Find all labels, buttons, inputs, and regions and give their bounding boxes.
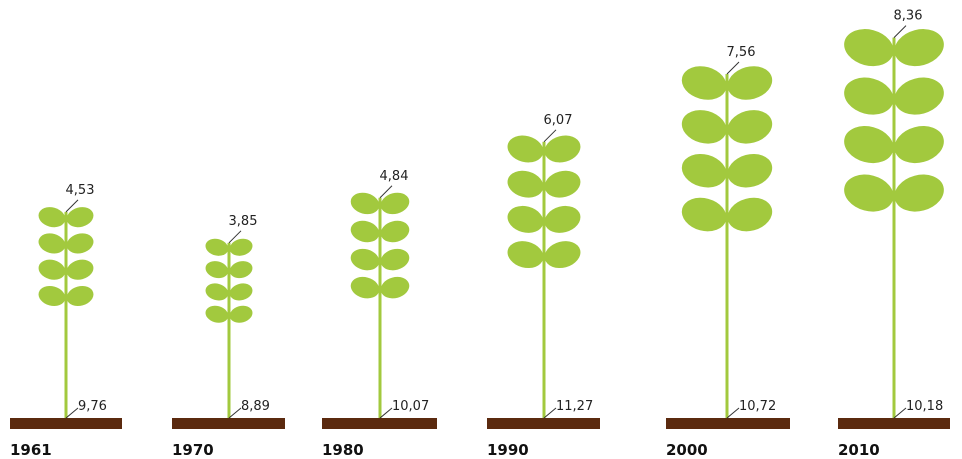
leaf	[66, 207, 94, 228]
leaf	[507, 241, 544, 269]
leaf	[229, 305, 253, 323]
leader-line	[65, 407, 79, 419]
value-label: 4,84	[380, 169, 409, 184]
leaf	[66, 233, 94, 254]
leaf	[681, 153, 727, 188]
leaf	[844, 126, 894, 164]
year-label: 1980	[322, 441, 364, 459]
leaf	[66, 285, 94, 307]
leaf	[727, 66, 773, 100]
stem	[542, 141, 546, 418]
leader-line	[228, 230, 242, 244]
year-label: 2010	[838, 441, 880, 459]
leaf	[507, 205, 544, 233]
leaf	[350, 220, 380, 243]
leaf	[380, 248, 410, 271]
leader-line	[893, 25, 907, 38]
leaf	[894, 77, 944, 115]
stem	[378, 197, 382, 418]
value-label: 3,85	[229, 214, 258, 229]
stem	[227, 242, 231, 418]
leaf	[38, 207, 66, 228]
leaf	[229, 261, 253, 279]
leaf	[38, 285, 66, 307]
leaf	[681, 197, 727, 232]
year-label: 1961	[10, 441, 52, 459]
leaf	[894, 126, 944, 164]
leaf	[350, 192, 380, 215]
leaf	[507, 170, 544, 198]
leaf	[350, 276, 380, 299]
ground-value-label: 9,76	[78, 399, 107, 414]
leaf	[205, 238, 229, 256]
ground	[322, 418, 437, 429]
leader-line	[543, 407, 557, 419]
year-label: 1970	[172, 441, 214, 459]
leader-line	[893, 407, 907, 419]
leaf	[205, 261, 229, 279]
leaf	[380, 192, 410, 215]
ground	[487, 418, 600, 429]
value-label: 7,56	[727, 45, 756, 60]
leaf	[507, 135, 544, 163]
leaf	[380, 276, 410, 299]
stem	[725, 74, 729, 419]
leader-line	[379, 185, 393, 199]
leader-line	[379, 407, 393, 419]
leaf	[38, 233, 66, 254]
leaf	[727, 197, 773, 232]
leader-line	[543, 129, 557, 143]
ground-value-label: 8,89	[241, 399, 270, 414]
ground-value-label: 10,72	[739, 399, 776, 414]
leaf	[844, 77, 894, 115]
leader-line	[228, 407, 242, 419]
leaf	[66, 259, 94, 280]
leaf	[727, 110, 773, 144]
ground	[10, 418, 122, 429]
stem	[892, 37, 896, 419]
leaf	[229, 238, 253, 256]
ground	[838, 418, 950, 429]
leaf	[38, 259, 66, 280]
leaf	[727, 153, 773, 188]
value-label: 4,53	[66, 183, 95, 198]
leaf	[894, 29, 944, 67]
year-label: 1990	[487, 441, 529, 459]
leaf	[681, 110, 727, 144]
leaf	[844, 174, 894, 212]
value-label: 6,07	[544, 113, 573, 128]
leader-line	[726, 61, 740, 75]
leaf	[544, 170, 581, 198]
leaf	[350, 248, 380, 271]
leaf	[229, 283, 253, 301]
ground-value-label: 11,27	[556, 399, 593, 414]
stem	[64, 211, 68, 418]
ground	[172, 418, 285, 429]
leader-line	[65, 199, 79, 213]
leaf	[894, 174, 944, 212]
ground-value-label: 10,07	[392, 399, 429, 414]
ground-value-label: 10,18	[906, 399, 943, 414]
value-label: 8,36	[894, 9, 923, 24]
leaf	[844, 29, 894, 67]
leaf	[544, 241, 581, 269]
leader-line	[726, 407, 740, 419]
leaf	[380, 220, 410, 243]
year-label: 2000	[666, 441, 708, 459]
leaf	[205, 283, 229, 301]
leaf	[544, 135, 581, 163]
leaf	[681, 66, 727, 100]
ground	[666, 418, 790, 429]
leaf	[205, 305, 229, 323]
leaf	[544, 205, 581, 233]
